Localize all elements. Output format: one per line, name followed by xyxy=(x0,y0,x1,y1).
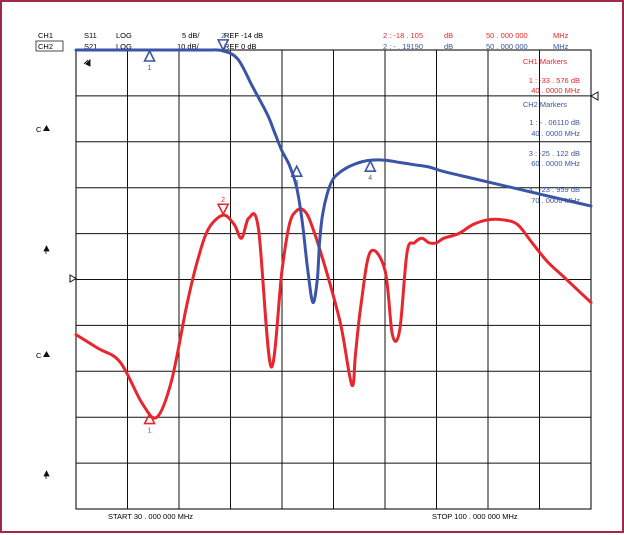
ch1-scale: 5 dB/ xyxy=(182,31,200,40)
ch1-marker-freq-unit: MHz xyxy=(553,31,569,40)
marker-label: 3 xyxy=(295,180,299,187)
ch2-marker1-freq: 40 . 0000 MHz xyxy=(531,129,580,138)
ch1-marker-freq: 50 . 000 000 xyxy=(486,31,528,40)
marker-label: 2 xyxy=(221,33,225,40)
marker-label: 2 xyxy=(221,197,225,204)
ch1-param: S11 xyxy=(84,31,97,40)
markers-panel: CH1 Markers 1 : -33 . 576 dB 40 . 0000 M… xyxy=(523,57,580,205)
marker-triangle-icon xyxy=(290,164,304,178)
ch1-ref-position-icon xyxy=(69,274,77,283)
ch1-format: LOG xyxy=(116,31,132,40)
ch2-markers-title: CH2 Markers xyxy=(523,100,567,109)
ch2-ref-position-icon xyxy=(589,91,599,101)
ch2-marker-freq-unit: MHz xyxy=(553,42,569,51)
marker-label: 4 xyxy=(368,175,372,182)
marker-ch2-2[interactable]: 2 xyxy=(216,33,230,52)
marker-ch1-2[interactable]: 2 xyxy=(216,197,230,217)
ch2-marker-value-unit: dB xyxy=(444,42,453,51)
plot-cursor-icon xyxy=(83,58,91,67)
ch1-cal-triangle-icon xyxy=(43,125,50,131)
ch2-cal-label: C xyxy=(36,351,42,360)
left-indicators: C C xyxy=(36,58,599,479)
ch2-ref: REF 0 dB xyxy=(224,42,257,51)
ch2-label[interactable]: CH2 xyxy=(38,42,53,51)
ch2-marker-value: 2 : - . 19190 xyxy=(383,42,423,51)
ch2-active-box xyxy=(35,40,64,52)
stop-frequency: STOP 100 . 000 000 MHz xyxy=(432,512,518,521)
ch2-scale-arrow-icon xyxy=(43,470,50,479)
ch2-marker4-value: 4 : -23 . 959 dB xyxy=(529,185,580,194)
marker-label: 1 xyxy=(148,65,152,72)
marker-label: 1 xyxy=(148,428,152,435)
ch1-marker1-freq: 40 . 0000 MHz xyxy=(531,86,580,95)
marker-triangle-icon xyxy=(216,39,230,52)
ch2-cal-triangle-icon xyxy=(43,351,50,357)
ch2-marker-freq: 50 . 000 000 xyxy=(486,42,528,51)
ch2-marker1-value: 1 : - . 06110 dB xyxy=(529,118,580,127)
marker-ch2-4[interactable]: 4 xyxy=(363,159,377,182)
ch1-scale-arrow-icon xyxy=(43,245,50,254)
marker-ch1-1[interactable]: 1 xyxy=(143,411,156,435)
marker-ch2-3[interactable]: 3 xyxy=(290,164,304,187)
ch1-cal-label: C xyxy=(36,125,42,134)
ch1-marker1-value: 1 : -33 . 576 dB xyxy=(529,76,580,85)
start-frequency: START 30 . 000 000 MHz xyxy=(108,512,193,521)
ch2-marker3-freq: 60 . 0000 MHz xyxy=(531,159,580,168)
header: CH1 CH2 S11 S21 LOG LOG 5 dB/ 10 dB/ REF… xyxy=(35,31,569,52)
ch2-format: LOG xyxy=(116,42,132,51)
marker-triangle-icon xyxy=(143,49,156,62)
series-line-ch1 xyxy=(74,207,593,420)
ch2-marker3-value: 3 : -25 . 122 dB xyxy=(529,149,580,158)
marker-triangle-icon xyxy=(363,159,377,172)
marker-triangle-icon xyxy=(143,411,156,425)
ch1-ref: REF -14 dB xyxy=(224,31,263,40)
ch2-marker4-freq: 70 . 0000 MHz xyxy=(531,196,580,205)
marker-triangle-icon xyxy=(216,203,230,217)
ch1-marker-value: 2 : -18 . 105 xyxy=(383,31,423,40)
ch1-marker-value-unit: dB xyxy=(444,31,453,40)
trace-markers: 1 2 1 2 3 4 xyxy=(143,33,377,435)
grid xyxy=(76,50,591,509)
ch1-label[interactable]: CH1 xyxy=(38,31,53,40)
marker-ch2-1[interactable]: 1 xyxy=(143,49,156,72)
ch1-markers-title: CH1 Markers xyxy=(523,57,567,66)
ch2-param: S21 xyxy=(84,42,97,51)
ch2-scale: 10 dB/ xyxy=(177,42,200,51)
